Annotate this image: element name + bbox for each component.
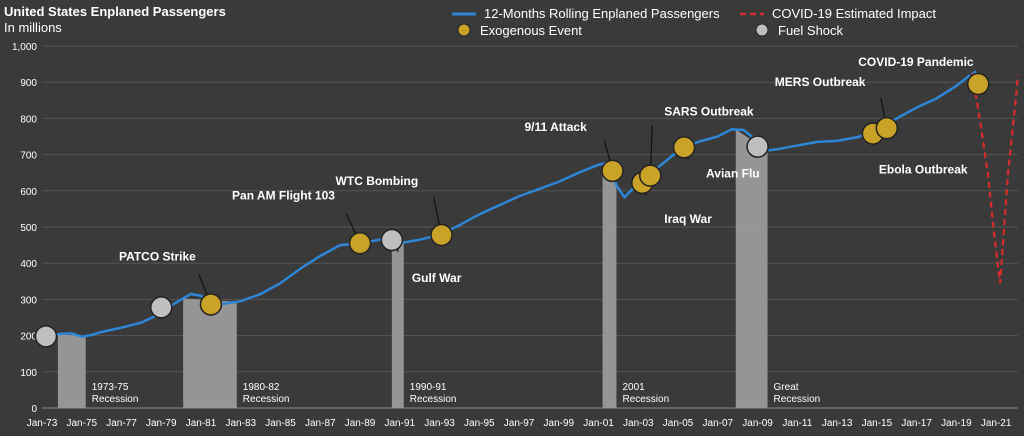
legend-dashed-swatch — [740, 12, 764, 15]
recession-label: 1990-91 Recession — [410, 382, 457, 405]
recession-label: 1973-75 Recession — [92, 382, 139, 405]
event-label: MERS Outbreak — [775, 75, 866, 89]
legend-line-swatch — [452, 12, 476, 15]
y-tick-label: 200 — [20, 332, 37, 343]
x-tick-label: Jan-95 — [464, 418, 495, 429]
legend-item-fuel: Fuel Shock — [754, 22, 843, 38]
y-tick-label: 300 — [20, 295, 37, 306]
recession-area — [183, 298, 237, 408]
x-tick-label: Jan-13 — [822, 418, 853, 429]
exogenous-event-marker — [672, 136, 696, 159]
recession-area — [57, 334, 86, 408]
event-label: WTC Bombing — [336, 174, 419, 188]
x-tick-label: Jan-07 — [703, 418, 734, 429]
exogenous-event-marker — [875, 116, 899, 140]
x-tick-label: Jan-89 — [345, 418, 376, 429]
gold-circle-icon — [457, 23, 471, 37]
event-label: PATCO Strike — [119, 249, 196, 263]
event-label: SARS Outbreak — [664, 105, 754, 119]
x-tick-label: Jan-21 — [981, 418, 1012, 429]
recession-area — [602, 163, 617, 408]
chart-subtitle: In millions — [4, 20, 62, 35]
event-label: Avian Flu — [706, 166, 760, 180]
y-tick-label: 500 — [20, 223, 37, 234]
recession-label: Great Recession — [774, 382, 821, 405]
x-tick-label: Jan-11 — [782, 418, 812, 429]
y-tick-label: 0 — [31, 404, 37, 415]
y-tick-label: 700 — [20, 151, 37, 162]
x-tick-label: Jan-05 — [663, 418, 694, 429]
legend-item-covid: COVID-19 Estimated Impact — [740, 6, 936, 21]
recession-area — [391, 238, 404, 408]
legend-item-exogenous: Exogenous Event — [456, 22, 582, 38]
x-tick-label: Jan-19 — [941, 418, 972, 429]
x-tick-label: Jan-85 — [265, 418, 296, 429]
x-tick-label: Jan-81 — [186, 418, 217, 429]
y-tick-label: 400 — [20, 259, 37, 270]
x-tick-label: Jan-15 — [862, 418, 893, 429]
y-tick-label: 900 — [20, 78, 37, 89]
x-tick-label: Jan-01 — [583, 418, 614, 429]
fuel-shock-marker — [150, 296, 173, 319]
x-tick-label: Jan-73 — [27, 418, 58, 429]
covid-impact-line — [971, 72, 1020, 284]
exogenous-event-marker — [966, 72, 990, 96]
event-label: Iraq War — [664, 212, 712, 226]
y-tick-label: 600 — [20, 187, 37, 198]
x-tick-label: Jan-99 — [544, 418, 575, 429]
x-tick-label: Jan-87 — [305, 418, 336, 429]
x-tick-label: Jan-91 — [385, 418, 416, 429]
recession-area — [735, 129, 768, 408]
exogenous-event-marker — [601, 159, 624, 183]
legend-label-fuel: Fuel Shock — [778, 22, 844, 38]
x-tick-label: Jan-77 — [106, 418, 137, 429]
recession-label: 1980-82 Recession — [243, 382, 290, 405]
exogenous-event-marker — [430, 223, 453, 247]
y-tick-label: 1,000 — [12, 42, 37, 53]
passengers-line — [41, 70, 977, 338]
legend-item-line: 12-Months Rolling Enplaned Passengers — [452, 6, 720, 21]
event-label: COVID-19 Pandemic — [858, 55, 974, 69]
legend-label-covid: COVID-19 Estimated Impact — [772, 6, 936, 21]
x-tick-label: Jan-83 — [225, 418, 256, 429]
exogenous-event-marker — [199, 293, 223, 316]
legend-label-exogenous: Exogenous Event — [480, 22, 582, 38]
exogenous-event-marker — [348, 232, 372, 255]
legend-label-line: 12-Months Rolling Enplaned Passengers — [484, 6, 720, 21]
grey-circle-icon — [755, 23, 769, 37]
x-tick-label: Jan-09 — [742, 418, 773, 429]
fuel-shock-marker — [380, 228, 404, 252]
event-label: Pan AM Flight 103 — [232, 188, 335, 202]
x-tick-label: Jan-79 — [146, 418, 177, 429]
recession-label: 2001 Recession — [622, 382, 669, 405]
event-label: Ebola Outbreak — [879, 163, 968, 177]
x-tick-label: Jan-17 — [901, 418, 932, 429]
x-tick-label: Jan-93 — [424, 418, 455, 429]
chart-title: United States Enplaned Passengers — [4, 4, 226, 19]
x-tick-label: Jan-75 — [66, 418, 97, 429]
y-tick-label: 100 — [20, 368, 37, 379]
y-tick-label: 800 — [20, 114, 37, 125]
event-label: Gulf War — [412, 271, 462, 285]
exogenous-event-marker — [639, 164, 662, 187]
x-tick-label: Jan-03 — [623, 418, 654, 429]
fuel-shock-marker — [34, 325, 58, 348]
event-label: 9/11 Attack — [524, 120, 587, 134]
x-tick-label: Jan-97 — [504, 418, 535, 429]
fuel-shock-marker — [746, 135, 769, 158]
